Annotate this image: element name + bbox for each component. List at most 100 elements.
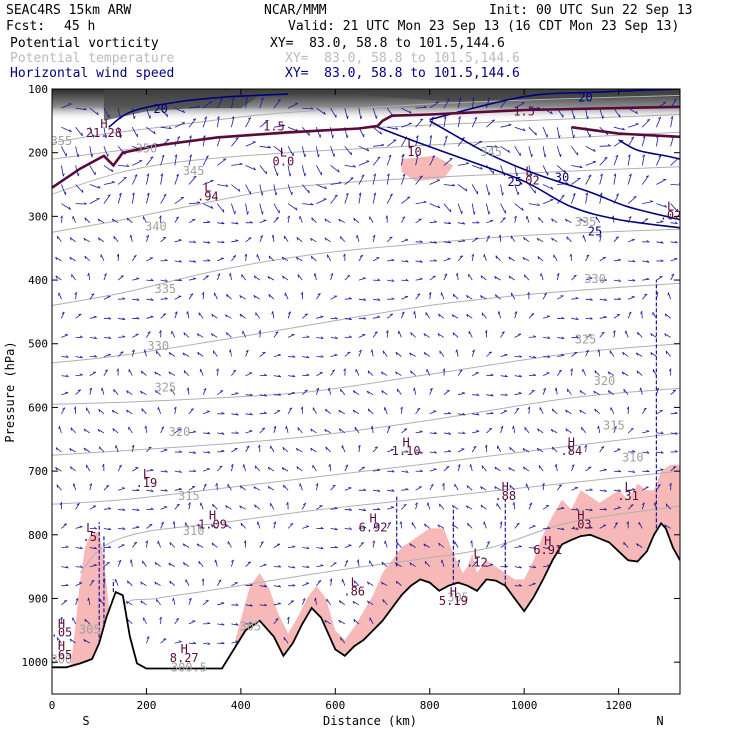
x-tick-label: 1000 (511, 699, 538, 712)
wind-vector-head (216, 116, 220, 119)
wind-vector-head (674, 450, 678, 453)
wind-vector-head (352, 390, 355, 394)
wind-vector-head (665, 503, 668, 507)
wind-vector-head (196, 105, 201, 108)
wind-vector (118, 165, 130, 167)
wind-vector (213, 350, 218, 357)
wind-vector-head (230, 464, 234, 467)
wind-vector-head (215, 483, 218, 487)
wind-vector-head (384, 540, 386, 544)
wind-vector (358, 334, 366, 338)
wind-vector (556, 195, 565, 204)
wind-vector-head (136, 316, 140, 320)
wind-vector (287, 203, 298, 211)
wind-vector-head (310, 202, 314, 206)
wind-vector (160, 449, 168, 453)
wind-vector-head (122, 317, 126, 321)
wind-vector (174, 279, 182, 282)
wind-vector (439, 503, 445, 510)
wind-vector-head (536, 238, 539, 241)
wind-vector-head (289, 407, 293, 410)
wind-vector-head (150, 468, 154, 471)
wind-vector (339, 600, 346, 606)
wind-vector-head (476, 430, 480, 432)
wind-vector (372, 126, 382, 135)
wind-vector-head (541, 483, 545, 486)
wind-vector (373, 469, 381, 472)
plot-frame (51, 88, 681, 695)
wind-vector-head (635, 110, 638, 114)
wind-vector-head (607, 390, 610, 394)
wind-vector-head (61, 311, 65, 315)
wind-vector (131, 559, 133, 567)
wind-vector (344, 464, 349, 472)
y-tick-label: 600 (28, 401, 48, 414)
wind-vector-head (281, 124, 285, 126)
wind-vector (130, 234, 133, 242)
wind-vector (131, 255, 137, 262)
wind-vector-head (207, 642, 211, 645)
wind-vector (556, 273, 560, 281)
wind-vector-head (544, 154, 547, 158)
wind-vector (188, 106, 200, 109)
wind-vector-head (176, 617, 180, 620)
wind-vector-head (565, 182, 569, 184)
wind-vector (627, 428, 634, 434)
wind-vector-head (462, 221, 466, 225)
wind-vector (188, 118, 197, 128)
wind-vector-head (310, 428, 313, 432)
wind-vector-head (221, 641, 225, 645)
wind-vector (443, 466, 450, 472)
wind-vector-head (341, 579, 343, 583)
wind-vector-head (380, 131, 382, 135)
wind-vector-head (174, 154, 178, 158)
wind-vector-head (291, 391, 296, 394)
wind-vector-head (327, 387, 330, 391)
wind-vector-head (415, 502, 418, 505)
wind-vector-head (547, 526, 551, 529)
wind-vector (301, 503, 307, 510)
wind-vector (89, 293, 95, 300)
wind-vector-head (254, 504, 256, 508)
wind-vector-head (514, 215, 517, 219)
wind-vector-head (72, 483, 75, 487)
wind-vector-head (162, 236, 167, 239)
wind-vector (310, 237, 317, 243)
wind-vector-head (480, 295, 483, 299)
wind-vector (132, 298, 140, 301)
wind-vector (536, 237, 544, 243)
wind-vector (330, 107, 337, 118)
wind-vector (117, 544, 125, 548)
wind-vector (415, 107, 427, 109)
wind-vector-head (265, 171, 267, 175)
wind-vector-head (617, 258, 621, 261)
wind-vector-head (93, 526, 98, 530)
wind-vector (457, 116, 461, 128)
wind-vector (358, 527, 366, 529)
wind-vector (358, 317, 366, 320)
wind-vector-head (674, 221, 678, 224)
wind-vector-head (391, 297, 395, 300)
wind-vector-head (324, 619, 327, 623)
wind-vector (283, 484, 289, 491)
extremum-value-1: .10 (400, 145, 422, 159)
extremum-letter-21: H (181, 642, 188, 656)
wind-vector (61, 392, 69, 396)
wind-vector-head (221, 602, 225, 604)
wind-vector-head (452, 332, 455, 336)
wind-vector-head (179, 278, 182, 282)
wind-vector-head (410, 370, 412, 374)
wind-vector (429, 221, 437, 224)
wind-vector (302, 547, 310, 549)
wind-vector (650, 352, 657, 357)
wind-vector-head (125, 601, 129, 604)
wind-vector (401, 260, 409, 263)
wind-vector-head (200, 502, 202, 506)
wind-vector (466, 294, 473, 300)
wind-vector-head (317, 293, 321, 296)
wind-vector (395, 371, 402, 376)
wind-vector (128, 426, 133, 434)
wind-vector (542, 292, 548, 300)
wind-vector (552, 408, 558, 415)
wind-vector-head (77, 154, 80, 158)
